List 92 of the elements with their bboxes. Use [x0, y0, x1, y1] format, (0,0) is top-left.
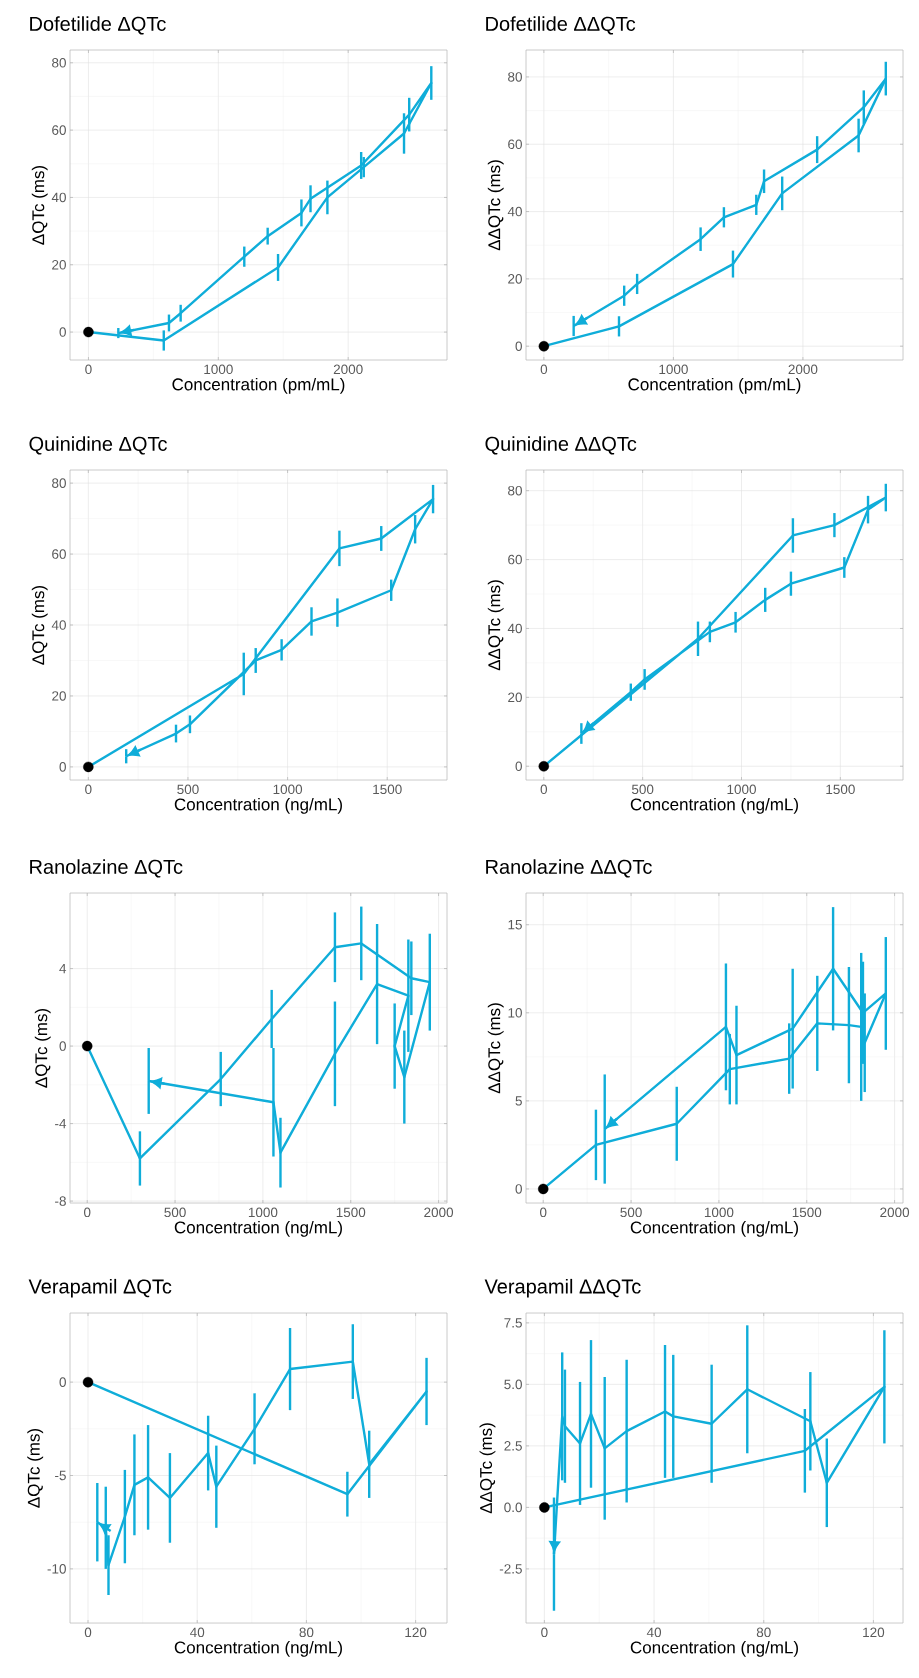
chart-title: Verapamil ΔQTc — [28, 1278, 172, 1298]
x-tick-label: 2000 — [424, 1207, 454, 1218]
x-tick-label: 80 — [299, 1627, 314, 1638]
chart-title: Dofetilide ΔQTc — [30, 16, 166, 35]
y-axis-title: ΔΔQTc (ms) — [487, 1003, 504, 1094]
y-axis-title: ΔQTc (ms) — [31, 585, 48, 665]
y-tick-label: 40 — [507, 623, 522, 634]
chart-title: Ranolazine ΔΔQTc — [486, 859, 652, 878]
x-tick-label: 0 — [540, 1207, 547, 1218]
y-tick-label: 20 — [508, 274, 522, 284]
x-axis-title: Concentration (ng/mL) — [630, 1640, 798, 1657]
x-tick-label: 0 — [85, 364, 92, 375]
x-tick-label: 2000 — [788, 364, 818, 375]
x-axis-title: Concentration (ng/mL) — [630, 797, 798, 814]
chart-title: Quinidine ΔQTc — [29, 436, 167, 455]
x-tick-label: 0 — [541, 1627, 548, 1638]
y-tick-label: 0 — [59, 327, 66, 337]
y-tick-label: 60 — [52, 125, 66, 135]
y-tick-label: 0 — [59, 1377, 66, 1387]
chart-title: Quinidine ΔΔQTc — [485, 436, 637, 455]
x-tick-label: 120 — [405, 1627, 427, 1638]
x-tick-label: 1000 — [248, 1207, 278, 1218]
x-tick-label: 0 — [85, 784, 92, 795]
x-tick-label: 0 — [540, 784, 548, 795]
y-tick-label: 2.5 — [504, 1441, 522, 1451]
y-tick-label: -8 — [55, 1196, 66, 1206]
y-tick-label: -10 — [47, 1564, 66, 1574]
y-tick-label: 0.0 — [504, 1502, 522, 1513]
x-tick-label: 2000 — [880, 1207, 910, 1218]
y-tick-label: 0 — [515, 341, 522, 351]
x-tick-label: 0 — [540, 364, 548, 375]
x-tick-label: 500 — [177, 784, 199, 795]
x-tick-label: 80 — [756, 1627, 771, 1638]
y-tick-label: 40 — [507, 206, 522, 217]
chart-title: Verapamil ΔΔQTc — [484, 1278, 641, 1298]
x-tick-label: 500 — [164, 1207, 186, 1218]
y-tick-label: 80 — [52, 478, 66, 488]
y-tick-label: 20 — [52, 259, 66, 270]
y-tick-label: 20 — [508, 692, 522, 703]
x-tick-label: 40 — [646, 1627, 662, 1638]
y-tick-label: 0 — [515, 1184, 522, 1194]
y-tick-label: -5 — [55, 1470, 66, 1481]
x-tick-label: 0 — [84, 1207, 91, 1218]
y-tick-label: 7.5 — [504, 1318, 522, 1328]
x-tick-label: 500 — [620, 1207, 642, 1218]
y-axis-title: ΔΔQTc (ms) — [479, 1423, 496, 1514]
y-axis-title: ΔQTc (ms) — [31, 165, 48, 245]
y-axis-title: ΔΔQTc (ms) — [487, 580, 504, 671]
x-axis-title: Concentration (pm/mL) — [628, 377, 801, 394]
x-tick-label: 40 — [190, 1627, 205, 1638]
x-tick-label: 1500 — [373, 784, 402, 795]
x-axis-title: Concentration (ng/mL) — [630, 1220, 798, 1237]
y-tick-label: 60 — [508, 554, 522, 565]
y-tick-label: 40 — [51, 192, 66, 203]
y-axis-title: ΔQTc (ms) — [27, 1428, 44, 1508]
y-tick-label: 40 — [51, 620, 66, 630]
y-tick-label: 0 — [515, 761, 522, 772]
y-tick-label: 10 — [508, 1008, 522, 1018]
y-tick-label: 20 — [52, 691, 66, 701]
y-axis-title: ΔΔQTc (ms) — [487, 160, 504, 251]
x-tick-label: 1500 — [792, 1207, 822, 1218]
x-tick-label: 1500 — [336, 1207, 366, 1218]
x-tick-label: 0 — [84, 1627, 92, 1638]
y-tick-label: 60 — [508, 139, 522, 150]
y-axis-title: ΔQTc (ms) — [34, 1008, 51, 1088]
y-tick-label: 5.0 — [504, 1379, 522, 1390]
chart-title: Dofetilide ΔΔQTc — [486, 16, 636, 35]
y-tick-label: 80 — [508, 72, 522, 82]
x-axis-title: Concentration (ng/mL) — [174, 1220, 342, 1237]
x-tick-label: 120 — [863, 1627, 885, 1638]
x-tick-label: 1000 — [204, 364, 233, 375]
y-tick-label: 15 — [508, 920, 522, 930]
x-tick-label: 1000 — [704, 1207, 734, 1218]
y-tick-label: 0 — [59, 762, 66, 772]
y-tick-label: 4 — [59, 963, 67, 974]
x-tick-label: 1000 — [727, 784, 756, 795]
x-axis-title: Concentration (ng/mL) — [174, 797, 342, 814]
x-tick-label: 500 — [631, 784, 654, 795]
x-tick-label: 1000 — [273, 784, 303, 795]
y-tick-label: 60 — [52, 549, 66, 559]
x-axis-title: Concentration (ng/mL) — [174, 1640, 342, 1657]
y-tick-label: 80 — [52, 58, 66, 68]
y-tick-label: 5 — [515, 1096, 522, 1106]
x-tick-label: 2000 — [333, 364, 363, 375]
y-tick-label: -4 — [55, 1118, 67, 1129]
y-tick-label: 0 — [59, 1041, 66, 1051]
y-tick-label: 80 — [508, 485, 522, 496]
x-axis-title: Concentration (pm/mL) — [172, 377, 345, 394]
chart-title: Ranolazine ΔQTc — [30, 859, 183, 878]
x-tick-label: 1500 — [826, 784, 855, 795]
x-tick-label: 1000 — [659, 364, 688, 375]
y-tick-label: -2.5 — [499, 1564, 522, 1574]
